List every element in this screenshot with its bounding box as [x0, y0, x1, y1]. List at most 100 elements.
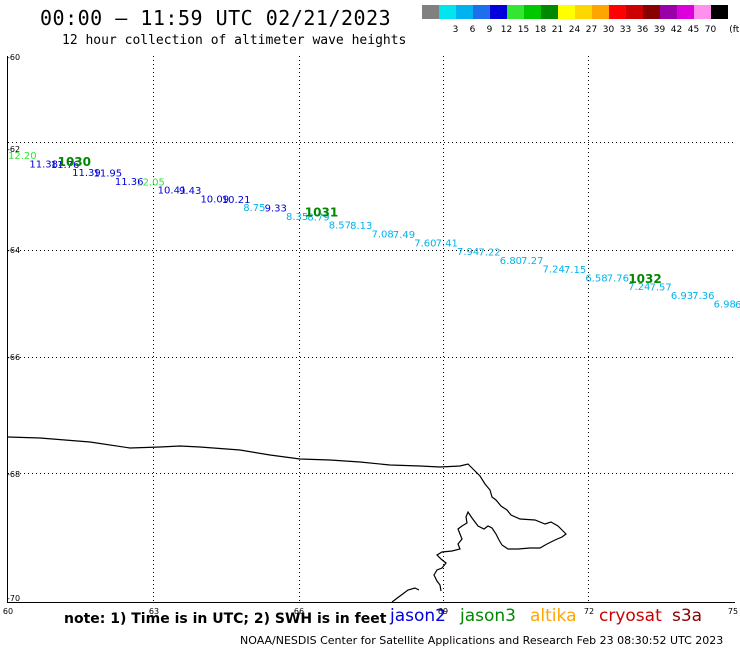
swh-value: 7.57: [649, 282, 671, 293]
legend-swatch: [541, 5, 558, 19]
legend-swatch: [422, 5, 439, 19]
legend-swatch: [507, 5, 524, 19]
legend-altika: altika: [530, 606, 577, 626]
swh-value: 7.94: [457, 247, 479, 258]
swh-value: 11.38: [29, 159, 58, 170]
lon-label: 66: [294, 607, 304, 616]
legend-label: 6: [469, 25, 476, 35]
legend-swatch: [677, 5, 694, 19]
legend-swatch: [660, 5, 677, 19]
legend-swatch: [439, 5, 456, 19]
lat-label: -70: [7, 594, 20, 603]
swh-value: 8.35: [286, 212, 308, 223]
legend-unit: (ft): [729, 25, 740, 35]
legend-label: 42: [670, 25, 683, 35]
legend-swatch: [592, 5, 609, 19]
legend-swatch: [575, 5, 592, 19]
legend-label: 18: [534, 25, 547, 35]
legend-swatch: [558, 5, 575, 19]
lon-label: 69: [438, 607, 448, 616]
swh-value: 10.09: [200, 194, 229, 205]
lon-label: 72: [584, 607, 594, 616]
swh-value: 9.43: [179, 186, 201, 197]
lon-label: 63: [149, 607, 159, 616]
swh-value: 12.05: [136, 177, 165, 188]
page-subtitle: 12 hour collection of altimeter wave hei…: [62, 33, 407, 48]
swh-value: 6.80: [500, 256, 522, 267]
legend-label: 12: [500, 25, 513, 35]
latitude-gridlines: [8, 142, 735, 474]
time-label: 1031: [305, 206, 338, 220]
altimeter-track: 12.2011.3811.7611.3911.9511.3612.0510.41…: [8, 151, 740, 311]
lat-label: -66: [7, 353, 20, 362]
swh-value: 7.22: [478, 247, 500, 258]
legend-label: 39: [653, 25, 666, 35]
lat-label: -62: [7, 145, 20, 154]
swh-value: 11.95: [94, 169, 123, 180]
swh-value: 7.60: [414, 238, 436, 249]
swh-value: 7.24: [543, 265, 565, 276]
time-label: 1032: [628, 272, 661, 286]
legend-label: 21: [551, 25, 564, 35]
swh-value: 12.20: [8, 151, 37, 162]
legend-label: 3: [452, 25, 459, 35]
lat-label: -68: [7, 470, 20, 479]
legend-label: 45: [687, 25, 700, 35]
legend-label: 33: [619, 25, 632, 35]
legend-label: 30: [602, 25, 615, 35]
legend-swatch: [456, 5, 473, 19]
swh-value: 10.21: [222, 195, 251, 206]
legend-label: 24: [568, 25, 581, 35]
legend-label: 15: [517, 25, 530, 35]
axis-labels: -60 -62 -64 -66 -68 -70 60 63 66 69 72 75: [3, 53, 738, 616]
swh-value: 8.13: [350, 221, 372, 232]
swh-value: 8.57: [329, 221, 351, 232]
lat-label: -60: [7, 53, 20, 62]
coastline-segment: [391, 587, 420, 603]
legend-swatch: [473, 5, 490, 19]
swh-value: 7.49: [393, 230, 415, 241]
swh-value: 7.76: [607, 274, 629, 285]
legend-label: 9: [486, 25, 493, 35]
legend-jason3: jason3: [460, 606, 516, 626]
legend-label: 36: [636, 25, 649, 35]
swh-value: 10.41: [158, 186, 187, 197]
legend-s3a: s3a: [672, 606, 703, 626]
swh-value: 11.76: [51, 160, 80, 171]
footer-note: note: 1) Time is in UTC; 2) SWH is in fe…: [64, 611, 387, 627]
swh-value: 11.39: [72, 168, 101, 179]
legend-swatch: [609, 5, 626, 19]
legend-swatch: [626, 5, 643, 19]
legend-swatch: [694, 5, 711, 19]
swh-value: 9.33: [265, 204, 287, 215]
legend-swatch: [643, 5, 660, 19]
legend-swatch: [711, 5, 728, 19]
swh-value: 7.36: [692, 291, 714, 302]
swh-value: 7.15: [564, 265, 586, 276]
swh-value: 11.36: [115, 177, 144, 188]
swh-value: 6.58: [585, 273, 607, 284]
swh-value: 7.27: [521, 256, 543, 267]
legend-jason2: jason2: [390, 606, 446, 626]
legend-cryosat: cryosat: [599, 606, 662, 626]
legend-label: 70: [704, 25, 717, 35]
lon-label: 60: [3, 607, 13, 616]
swh-value: 7.08: [372, 230, 394, 241]
coastline: [7, 436, 567, 592]
lon-label: 75: [728, 607, 738, 616]
legend-swatch: [524, 5, 541, 19]
legend-swatch: [490, 5, 507, 19]
swh-value: 8.75: [243, 203, 265, 214]
swh-value: 6.98: [714, 300, 736, 311]
longitude-gridlines: [153, 56, 589, 602]
footer-credit: NOAA/NESDIS Center for Satellite Applica…: [240, 634, 724, 647]
swh-value: 6.93: [671, 291, 693, 302]
swh-value: 7.24: [628, 282, 650, 293]
legend-label: 27: [585, 25, 598, 35]
time-label: 1030: [58, 155, 91, 169]
swh-value: 6.22: [735, 300, 740, 311]
swh-value: 7.41: [436, 239, 458, 250]
page-title: 00:00 – 11:59 UTC 02/21/2023: [40, 6, 392, 30]
lat-label: -64: [7, 246, 20, 255]
